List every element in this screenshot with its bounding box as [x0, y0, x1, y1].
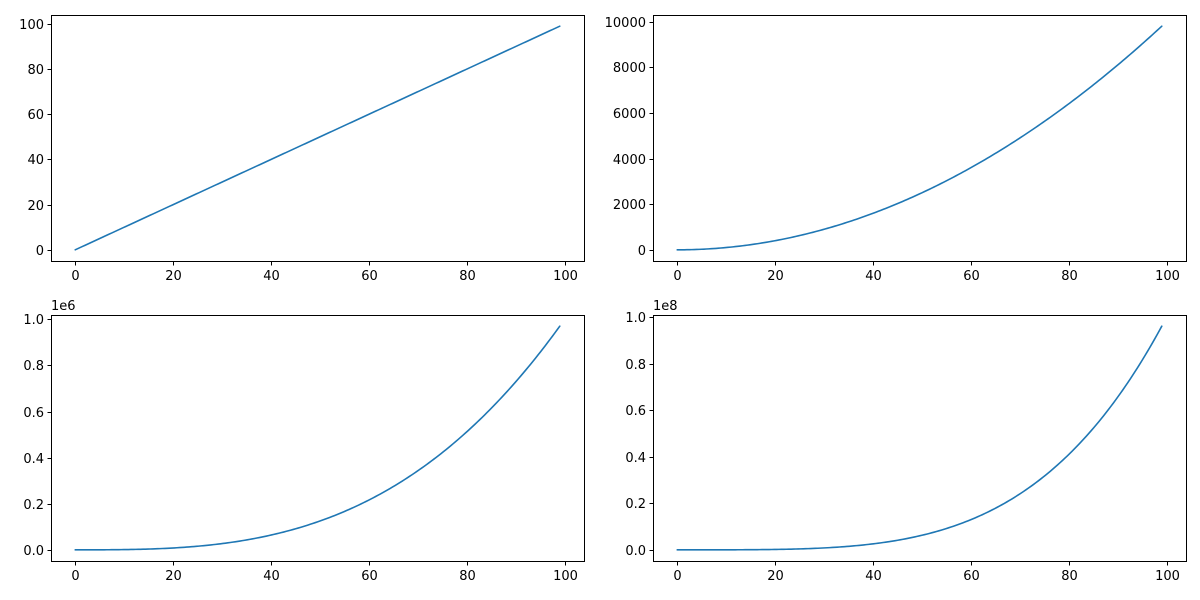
- x-tick-label: 100: [1155, 269, 1180, 284]
- y-tick-label: 20: [27, 199, 44, 214]
- y-tick-label: 0.0: [23, 544, 44, 559]
- y-tick-label: 0.0: [625, 544, 646, 559]
- x-tick-label: 80: [1061, 269, 1078, 284]
- y-tick-label: 0.4: [625, 451, 646, 466]
- x-tick-label: 20: [165, 569, 182, 584]
- x-tick-label: 20: [767, 269, 784, 284]
- y-offset-label: 1e8: [653, 299, 678, 314]
- x-tick-label: 40: [263, 269, 280, 284]
- y-tick-label: 1.0: [625, 311, 646, 326]
- y-tick-label: 0: [638, 244, 646, 259]
- y-tick-label: 40: [27, 153, 44, 168]
- x-tick-label: 80: [1061, 569, 1078, 584]
- x-tick-label: 40: [865, 269, 882, 284]
- y-tick-label: 0.8: [23, 359, 44, 374]
- y-tick-label: 0.2: [625, 497, 646, 512]
- x-tick-label: 40: [263, 569, 280, 584]
- y-tick-label: 0.2: [23, 498, 44, 513]
- x-tick-label: 60: [963, 569, 980, 584]
- y-tick-label: 1.0: [23, 313, 44, 328]
- x-tick-label: 20: [165, 269, 182, 284]
- y-tick-label: 0.4: [23, 452, 44, 467]
- y-tick-label: 0.8: [625, 358, 646, 373]
- x-tick-label: 100: [1155, 569, 1180, 584]
- series-line: [676, 325, 1163, 551]
- x-tick-label: 0: [71, 569, 79, 584]
- series-line: [74, 325, 561, 551]
- series-line: [676, 25, 1163, 251]
- subplot-1: 0 20 40 60 80 100 0 20 40 60 80 100: [19, 15, 585, 284]
- y-tick-label: 60: [27, 108, 44, 123]
- y-offset-label: 1e6: [51, 299, 76, 314]
- axes-frame: [51, 315, 585, 562]
- y-tick-label: 10000: [605, 16, 646, 31]
- y-tick-label: 0.6: [625, 404, 646, 419]
- axes-frame: [653, 315, 1187, 562]
- y-tick-label: 80: [27, 63, 44, 78]
- y-tick-label: 0: [36, 244, 44, 259]
- subplot-3: 0 20 40 60 80 100 0.0 0.2 0.4 0.6 0.8 1.0 1e6: [23, 299, 585, 584]
- subplot-2: 0 20 40 60 80 100 0 2000 4000 6000 8000 10000: [605, 15, 1187, 284]
- series-line: [74, 25, 561, 251]
- x-tick-label: 0: [71, 269, 79, 284]
- y-tick-label: 8000: [613, 61, 646, 76]
- x-tick-label: 60: [361, 569, 378, 584]
- x-tick-label: 80: [459, 569, 476, 584]
- y-tick-label: 0.6: [23, 406, 44, 421]
- subplot-4: 0 20 40 60 80 100 0.0 0.2 0.4 0.6 0.8 1.0 1e8: [625, 299, 1187, 584]
- x-tick-label: 100: [553, 569, 578, 584]
- x-tick-label: 0: [673, 569, 681, 584]
- y-tick-label: 100: [19, 18, 44, 33]
- axes-frame: [653, 15, 1187, 262]
- axes-frame: [51, 15, 585, 262]
- x-tick-label: 40: [865, 569, 882, 584]
- y-tick-label: 6000: [613, 107, 646, 122]
- x-tick-label: 80: [459, 269, 476, 284]
- y-tick-label: 2000: [613, 198, 646, 213]
- x-tick-label: 60: [361, 269, 378, 284]
- x-tick-label: 20: [767, 569, 784, 584]
- x-tick-label: 0: [673, 269, 681, 284]
- x-tick-label: 100: [553, 269, 578, 284]
- x-tick-label: 60: [963, 269, 980, 284]
- y-tick-label: 4000: [613, 153, 646, 168]
